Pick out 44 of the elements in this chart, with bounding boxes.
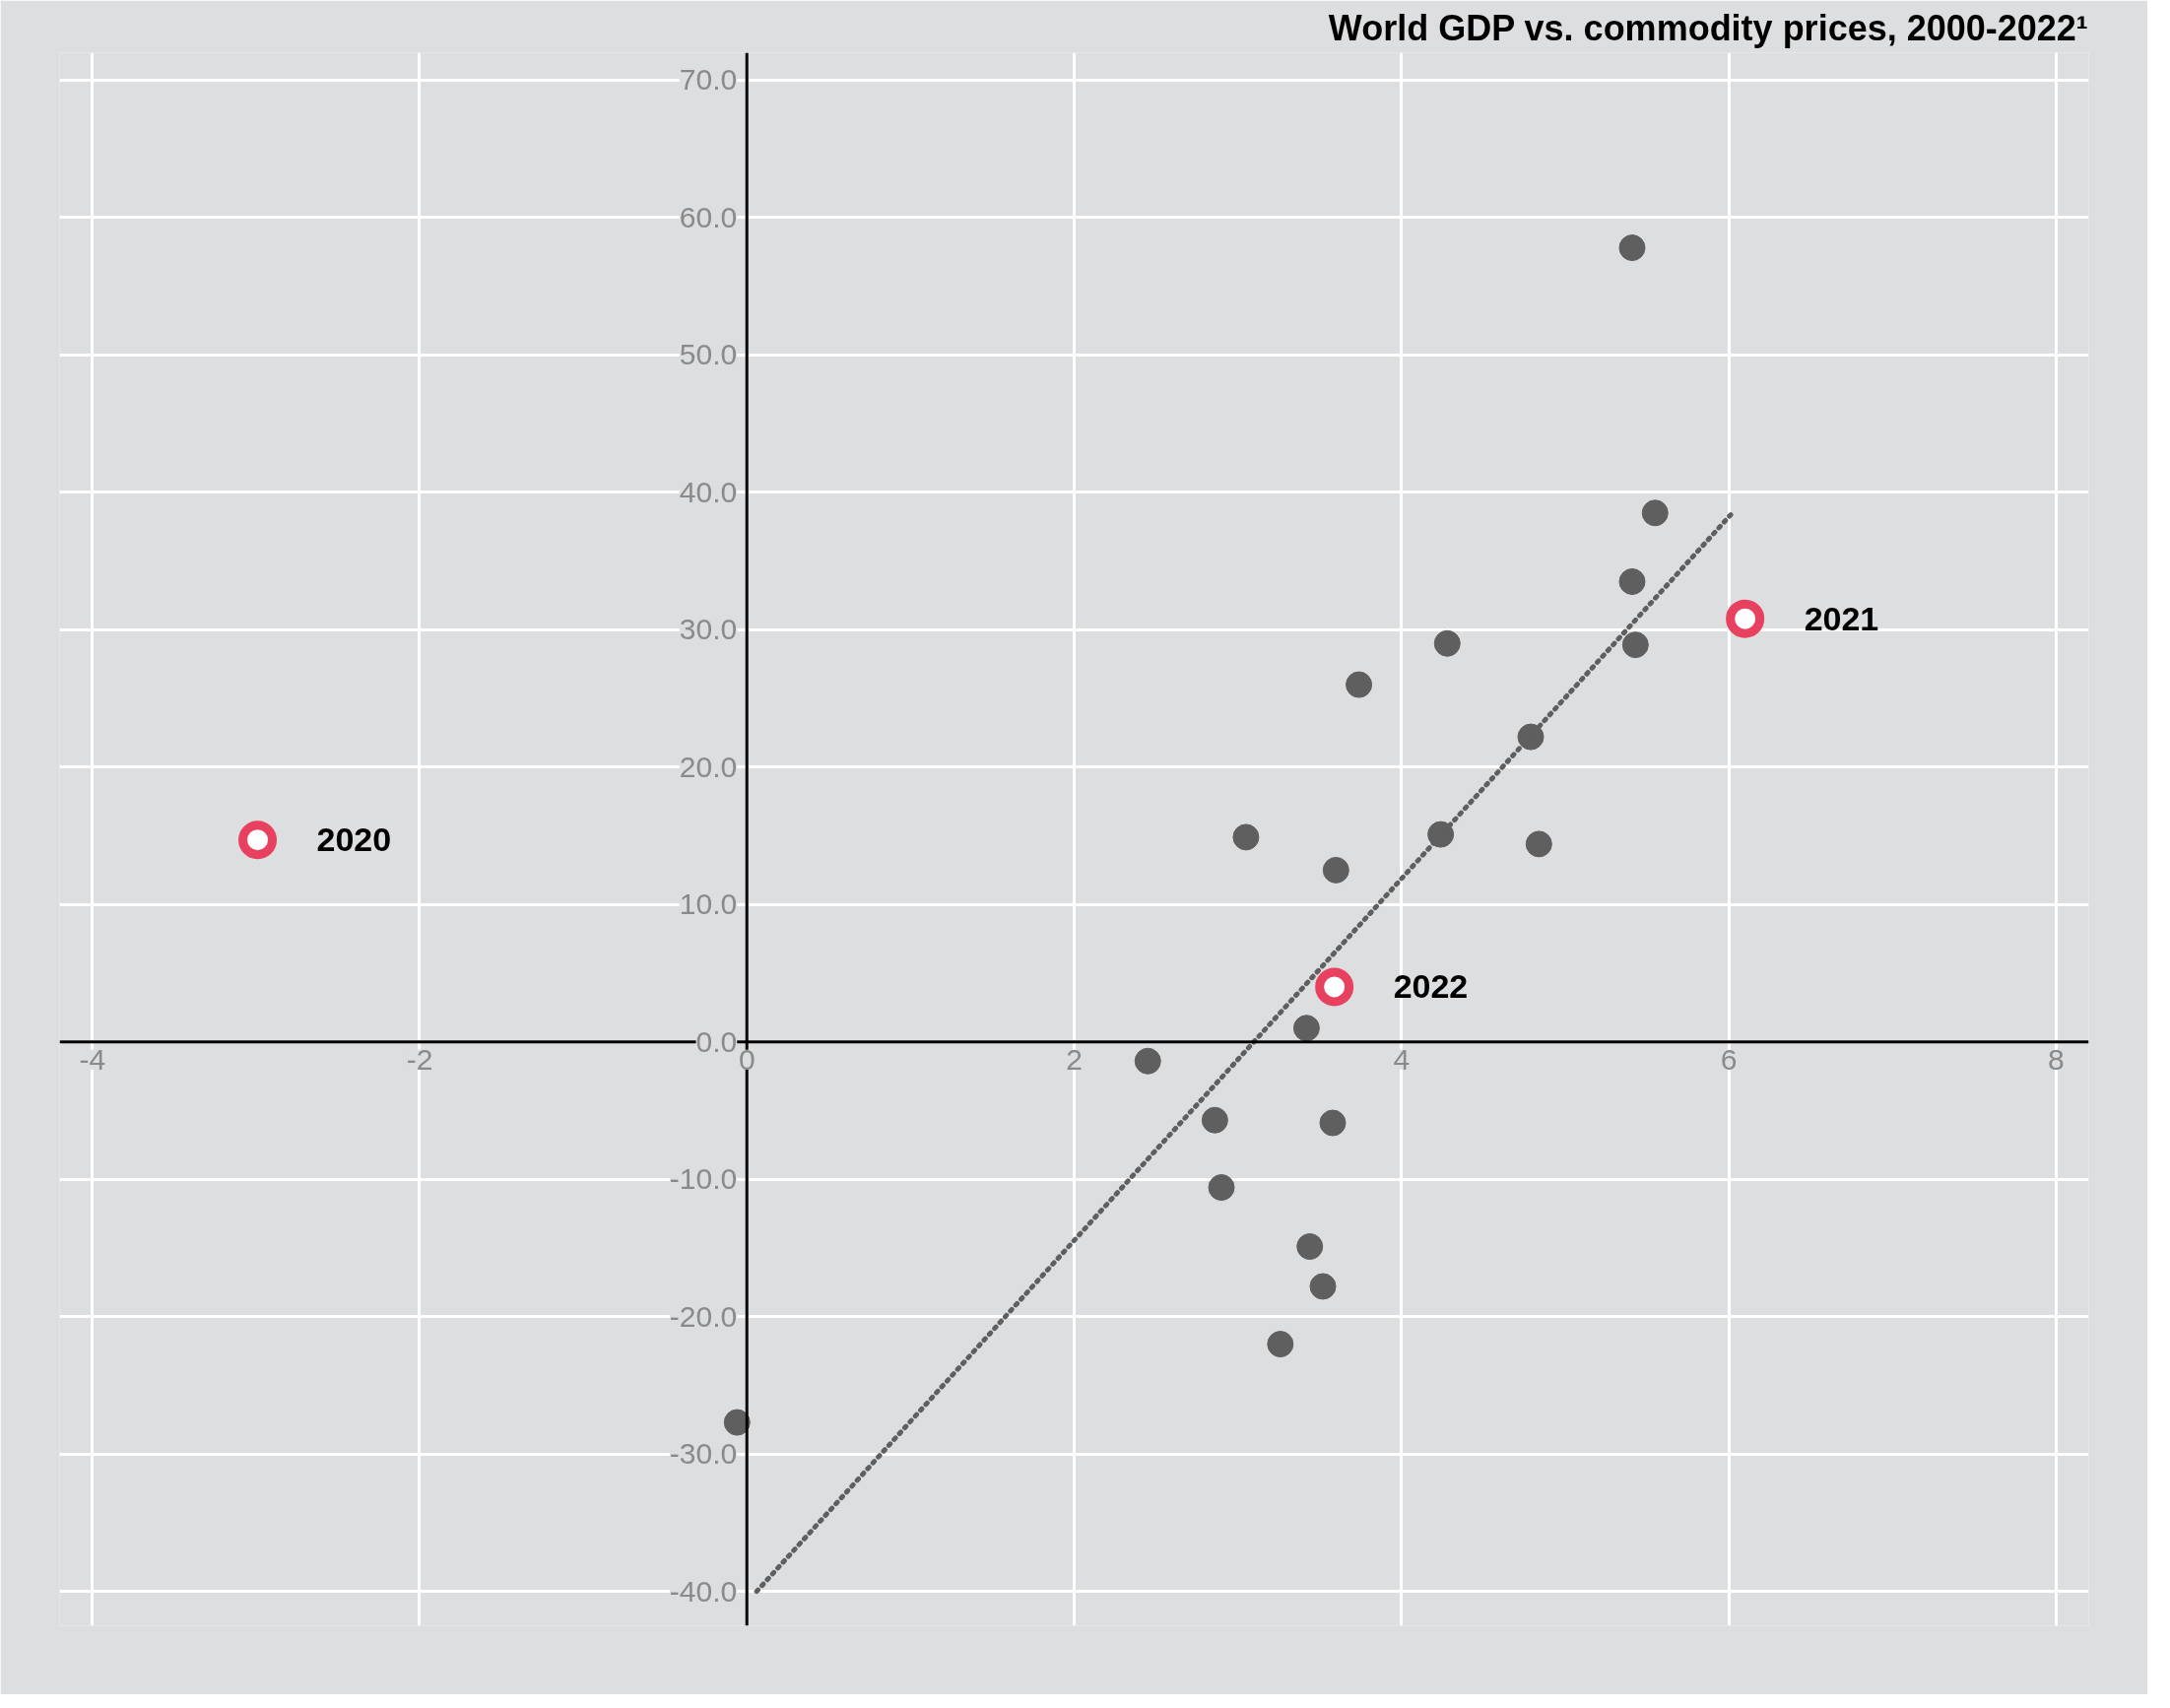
x-tick-label: -2: [406, 1042, 433, 1076]
point: [723, 1409, 751, 1436]
point: [1525, 830, 1552, 858]
x-tick-label: 6: [1720, 1042, 1738, 1076]
point: [1319, 1109, 1347, 1137]
point: [1621, 631, 1649, 659]
point: [1309, 1273, 1337, 1300]
x-tick-label: 4: [1393, 1042, 1411, 1076]
point: [1292, 1015, 1320, 1042]
point: [1208, 1174, 1235, 1202]
point: [1232, 823, 1260, 851]
point: [1618, 568, 1646, 595]
point: [1618, 234, 1646, 262]
y-tick-label: -40.0: [669, 1574, 738, 1608]
y-tick-label: 0.0: [695, 1024, 738, 1058]
point: [1641, 499, 1669, 527]
point: [1201, 1106, 1228, 1134]
annotation: 2022: [1393, 967, 1469, 1006]
y-tick-label: 10.0: [679, 887, 738, 921]
y-tick-label: 40.0: [679, 475, 738, 508]
annotation: 2020: [316, 821, 392, 859]
annotation: 2021: [1804, 599, 1879, 637]
point: [1267, 1331, 1294, 1358]
point: [1726, 599, 1765, 638]
point: [1346, 671, 1373, 698]
point: [238, 821, 278, 860]
point: [1433, 629, 1461, 657]
x-tick-label: 2: [1066, 1042, 1083, 1076]
y-tick-label: 50.0: [679, 338, 738, 371]
chart-title: World GDP vs. commodity prices, 2000-2022¹: [1328, 7, 2088, 48]
x-tick-label: -4: [79, 1042, 106, 1076]
y-tick-label: -20.0: [669, 1299, 738, 1333]
point: [1322, 856, 1349, 884]
y-tick-label: 20.0: [679, 750, 738, 783]
y-tick-label: -30.0: [669, 1437, 738, 1471]
y-tick-label: 60.0: [679, 200, 738, 233]
y-tick-label: 30.0: [679, 613, 738, 646]
point: [1315, 967, 1354, 1007]
x-tick-label: 0: [738, 1042, 756, 1076]
y-tick-label: 70.0: [679, 63, 738, 97]
x-tick-label: 8: [2047, 1042, 2065, 1076]
y-tick-label: -10.0: [669, 1162, 738, 1196]
point: [1296, 1233, 1324, 1261]
point: [1134, 1047, 1161, 1075]
